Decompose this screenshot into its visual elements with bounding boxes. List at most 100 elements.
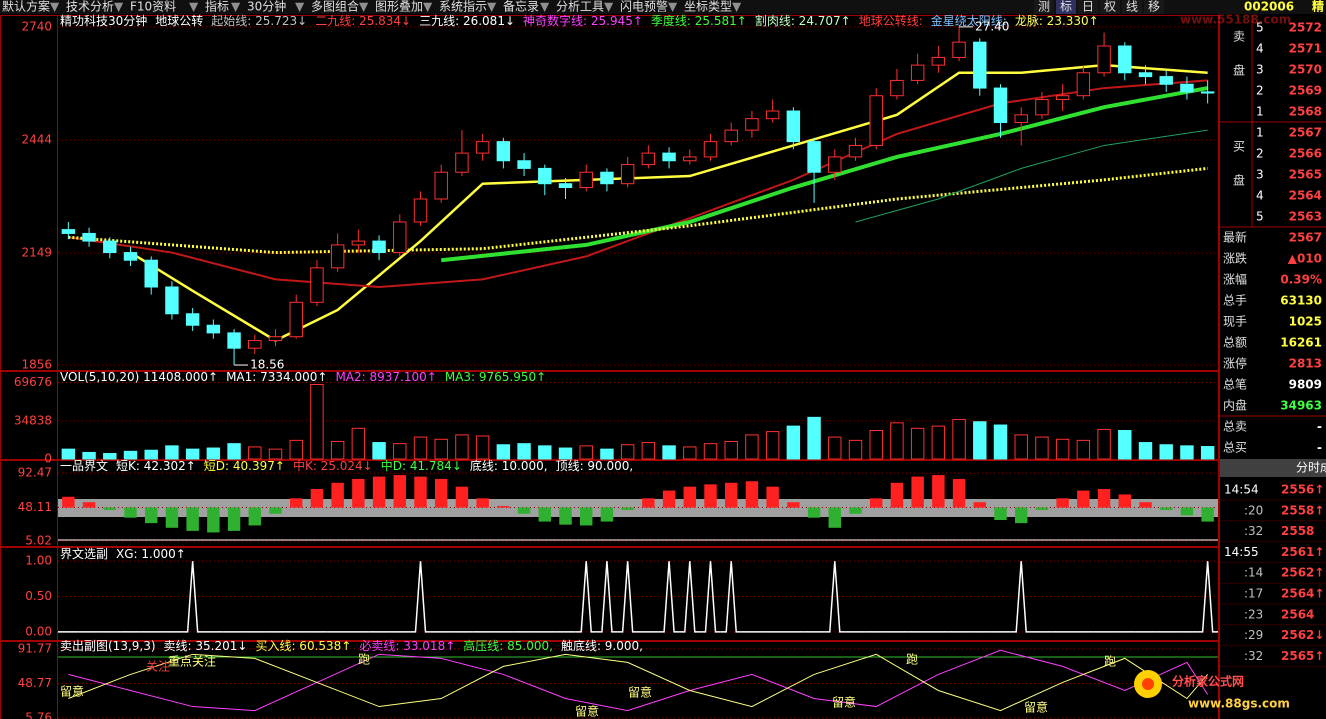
toolbar-button[interactable]: 坐标类型 — [684, 0, 732, 14]
toolbar-tab-label[interactable]: 线 — [1126, 0, 1138, 14]
stat-value: 63130 — [1280, 294, 1322, 308]
dropdown-arrow: ▼ — [231, 0, 241, 14]
volume-bar — [289, 439, 303, 460]
signal-bar — [207, 507, 220, 533]
candle-body — [952, 41, 966, 58]
volume-bar — [496, 444, 511, 460]
signal-bar — [725, 482, 738, 508]
brand-name: 分析家公式网 — [1172, 674, 1244, 689]
candle-body — [600, 171, 614, 185]
volume-bar — [1180, 445, 1194, 460]
toolbar-button[interactable]: F10资料 — [130, 0, 176, 14]
volume-bar — [765, 431, 780, 460]
dropdown-arrow: ▼ — [114, 0, 124, 14]
signal-spike — [679, 561, 701, 633]
y-tick-label: 1.00 — [25, 554, 52, 568]
toolbar-button[interactable]: 30分钟 — [247, 0, 286, 14]
stat-value: 1025 — [1289, 315, 1322, 329]
signal-bar — [455, 486, 469, 508]
panel-frame — [0, 547, 1219, 641]
volume-bar — [993, 424, 1008, 460]
volume-bar — [61, 448, 76, 460]
toolbar-tab-label[interactable]: 日 — [1082, 0, 1094, 14]
toolbar-tab — [1078, 0, 1098, 14]
candle-body — [475, 141, 490, 154]
signal-bar — [952, 478, 966, 508]
volume-bar — [330, 440, 345, 460]
level-price: 2570 — [1289, 63, 1322, 77]
panel-frame — [0, 641, 1219, 719]
candle-body — [1097, 45, 1111, 74]
signal-annotation: 留意 — [1024, 700, 1048, 715]
toolbar-button[interactable]: 图形叠加 — [375, 0, 423, 14]
signal-bar — [1180, 507, 1194, 516]
volume-bar — [1014, 434, 1028, 460]
toolbar-tab-label[interactable]: 标 — [1060, 0, 1072, 14]
volume-bar — [248, 446, 262, 460]
toolbar-button[interactable]: 闪电预警 — [620, 0, 668, 14]
dropdown-arrow: ▼ — [295, 0, 305, 14]
y-tick-label: 0 — [44, 452, 52, 466]
volume-bar — [455, 434, 469, 460]
signal-bar — [642, 498, 655, 508]
candle-body — [455, 152, 469, 173]
volume-bar — [1159, 444, 1173, 460]
trade-price: 2564↑ — [1281, 587, 1324, 601]
trade-price: 2558 — [1281, 524, 1314, 538]
volume-bar — [558, 447, 573, 460]
y-tick-label: 5.02 — [25, 533, 52, 547]
header-item: 界文选副 — [60, 546, 108, 561]
volume-bar — [1035, 436, 1049, 460]
candle-body — [61, 229, 76, 234]
trade-price: 2565↑ — [1281, 649, 1324, 663]
candle-body — [828, 156, 842, 173]
toolbar-button[interactable]: 默认方案 — [2, 0, 50, 14]
signal-bar — [559, 507, 572, 525]
candle-body — [165, 286, 179, 315]
trade-time: :32 — [1244, 524, 1263, 538]
stat-value: 0.39% — [1280, 273, 1322, 287]
toolbar-tab-label[interactable]: 权 — [1104, 0, 1116, 14]
candle-body — [910, 64, 925, 81]
sell-label: 卖盘 — [1232, 30, 1246, 98]
candle-body — [807, 141, 821, 173]
toolbar-button[interactable]: 指标 — [205, 0, 229, 14]
candle-body — [745, 118, 759, 131]
signal-bar — [1077, 490, 1090, 508]
header-item: 龙脉: 23.330↑ — [1015, 13, 1099, 28]
signal-annotation: 重点关注 — [168, 654, 216, 669]
candle-body — [227, 332, 241, 349]
signal-bar — [745, 481, 759, 508]
toolbar-button[interactable]: 备忘录 — [503, 0, 539, 14]
volume-bar — [1138, 442, 1153, 460]
header-item: 三九线: 26.081↓ — [419, 14, 515, 28]
toolbar-tab-label[interactable]: 移 — [1148, 0, 1160, 14]
signal-bar — [1160, 507, 1173, 510]
toolbar-button[interactable]: 分析工具 — [556, 0, 604, 14]
y-tick-label: 2444 — [21, 133, 52, 147]
toolbar-tab — [1144, 0, 1164, 14]
header-item: 买入线: 60.538↑ — [255, 639, 351, 653]
toolbar — [0, 0, 1326, 14]
toolbar-button[interactable]: 技术分析 — [66, 0, 114, 14]
signal-bar — [517, 507, 531, 514]
panel-frame — [0, 15, 1219, 371]
candle-body — [1035, 99, 1049, 116]
candle-body — [413, 198, 428, 223]
panel-frame — [0, 460, 1219, 547]
volume-bar — [952, 419, 966, 460]
header-item: 顶线: 90.000, — [556, 459, 634, 473]
candle-body — [1180, 83, 1194, 93]
candle-body — [1138, 72, 1153, 78]
header-item: 起始线: 25.723↓ — [211, 14, 307, 28]
toolbar-button[interactable]: 系统指示 — [439, 0, 487, 14]
toolbar-tab-label[interactable]: 测 — [1038, 0, 1050, 14]
signal-bar — [476, 498, 489, 508]
signal-bar — [1056, 498, 1069, 508]
candle-body — [993, 87, 1008, 123]
candle-body — [641, 152, 656, 166]
volume-bar — [351, 427, 366, 460]
volume-bar — [1055, 438, 1070, 460]
toolbar-button[interactable]: 多图组合 — [311, 0, 359, 14]
